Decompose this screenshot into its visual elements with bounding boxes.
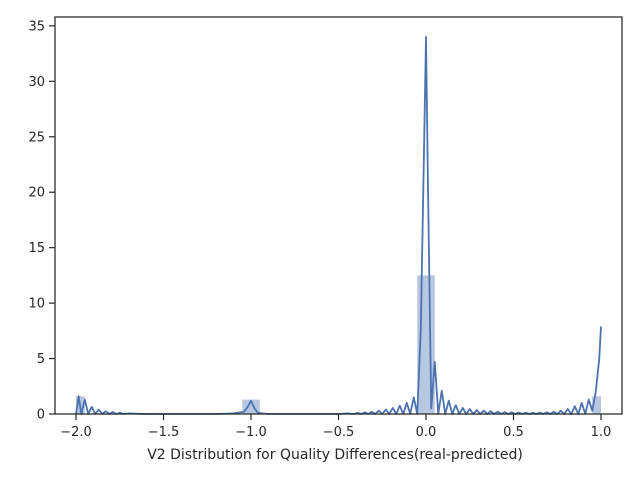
x-axis-title: V2 Distribution for Quality Differences(… — [147, 447, 523, 463]
y-tick-label: 0 — [37, 408, 45, 423]
y-axis: 0 5 10 15 20 25 30 35 — [28, 19, 55, 423]
y-tick-label: 5 — [37, 352, 45, 367]
histogram-bars — [76, 275, 601, 414]
x-tick-label: 0.5 — [503, 425, 524, 440]
x-tick-label: 0.0 — [416, 425, 437, 440]
y-tick-label: 25 — [28, 130, 45, 145]
x-tick-label: 1.0 — [591, 425, 612, 440]
y-tick-label: 20 — [28, 186, 45, 201]
x-tick-label: −1.5 — [148, 425, 180, 440]
y-tick-label: 15 — [28, 241, 45, 256]
kde-line — [75, 36, 602, 415]
x-axis: −2.0 −1.5 −1.0 −0.5 0.0 0.5 1.0 — [60, 414, 611, 440]
y-tick-label: 10 — [28, 297, 45, 312]
kde-curve — [75, 36, 602, 415]
plot-frame — [54, 16, 623, 415]
x-tick-label: −1.0 — [235, 425, 267, 440]
histogram-bar — [592, 396, 601, 414]
y-tick-label: 35 — [28, 19, 45, 34]
x-tick-label: −0.5 — [323, 425, 355, 440]
y-tick-label: 30 — [28, 75, 45, 90]
x-tick-label: −2.0 — [60, 425, 92, 440]
